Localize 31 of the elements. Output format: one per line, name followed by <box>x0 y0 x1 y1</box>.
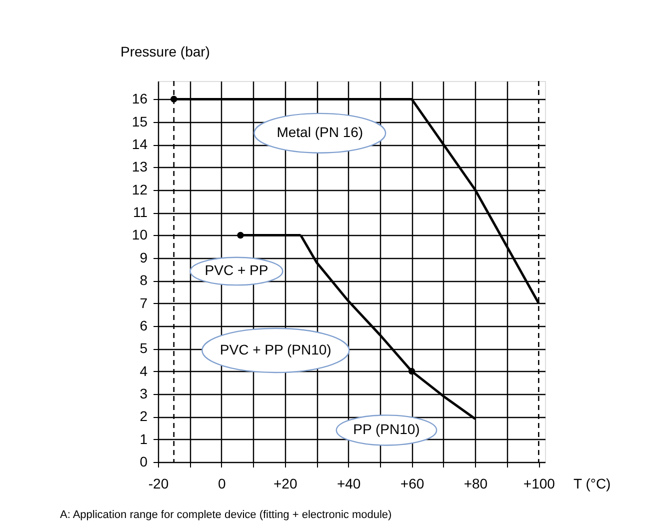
x-tick-label: -20 <box>148 476 169 492</box>
y-tick-label: 2 <box>140 408 148 424</box>
y-tick-label: 1 <box>140 430 148 447</box>
y-tick-label: 7 <box>140 294 148 311</box>
text: PP (PN10) <box>353 421 420 438</box>
y-tick-label: 16 <box>132 90 148 107</box>
x-tick-label: +40 <box>336 476 361 492</box>
x-axis-title: T (°C) <box>574 476 611 492</box>
y-tick-label: 13 <box>132 158 148 175</box>
y-tick-label: 8 <box>140 272 148 288</box>
text: PVC + PP (PN10) <box>220 341 332 358</box>
y-axis-title: Pressure (bar) <box>120 44 210 60</box>
y-tick-label: 0 <box>140 454 148 470</box>
x-tick-label: +100 <box>523 476 556 492</box>
text: A: Application range for complete device (fitting + electronic module) <box>60 509 392 521</box>
y-tick-label: 14 <box>132 136 148 152</box>
y-tick-label: 10 <box>132 226 148 243</box>
x-tick-label: +60 <box>400 476 424 492</box>
y-tick-label: 9 <box>140 249 148 266</box>
x-tick-label: +20 <box>274 476 298 492</box>
y-tick-label: 12 <box>132 181 148 198</box>
y-tick-label: 4 <box>140 362 148 379</box>
y-tick-label: 5 <box>140 340 148 356</box>
x-tick-label: 0 <box>218 476 226 492</box>
y-tick-label: 3 <box>140 385 148 402</box>
x-tick-label: +80 <box>464 476 488 492</box>
y-tick-label: 15 <box>132 113 148 130</box>
y-tick-label: 11 <box>132 204 148 220</box>
series-label: Metal (PN 16) <box>276 124 364 140</box>
y-tick-label: 6 <box>140 317 148 334</box>
series-label: PVC + PP <box>204 262 268 278</box>
